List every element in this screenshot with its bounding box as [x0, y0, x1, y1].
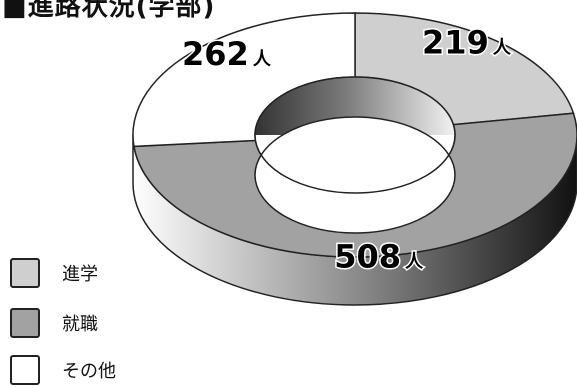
legend-swatch-shushoku: [10, 308, 40, 338]
legend-swatch-sonota: [10, 355, 40, 385]
legend-item-shingaku: 進学: [10, 258, 98, 288]
legend-swatch-shingaku: [10, 258, 40, 288]
donut-slices: [132, 12, 577, 258]
data-label-2: 262 人: [182, 35, 272, 73]
chart-title: ■進路状況(学部): [2, 0, 216, 22]
hole-rim: [254, 76, 456, 194]
donut-hole: [254, 76, 456, 234]
legend-item-shushoku: 就職: [10, 308, 98, 338]
legend-label-shushoku: 就職: [62, 314, 98, 335]
data-label-1: 508 人: [334, 237, 424, 275]
legend-label-shingaku: 進学: [62, 264, 98, 285]
legend-item-sonota: その他: [10, 355, 116, 385]
legend-label-sonota: その他: [62, 361, 116, 382]
data-label-0: 219 人: [422, 24, 512, 62]
hole-inner-wall: [255, 77, 455, 135]
donut-data-labels: 219 人 508 人 262 人: [181, 22, 514, 277]
hole-opening: [254, 116, 456, 234]
